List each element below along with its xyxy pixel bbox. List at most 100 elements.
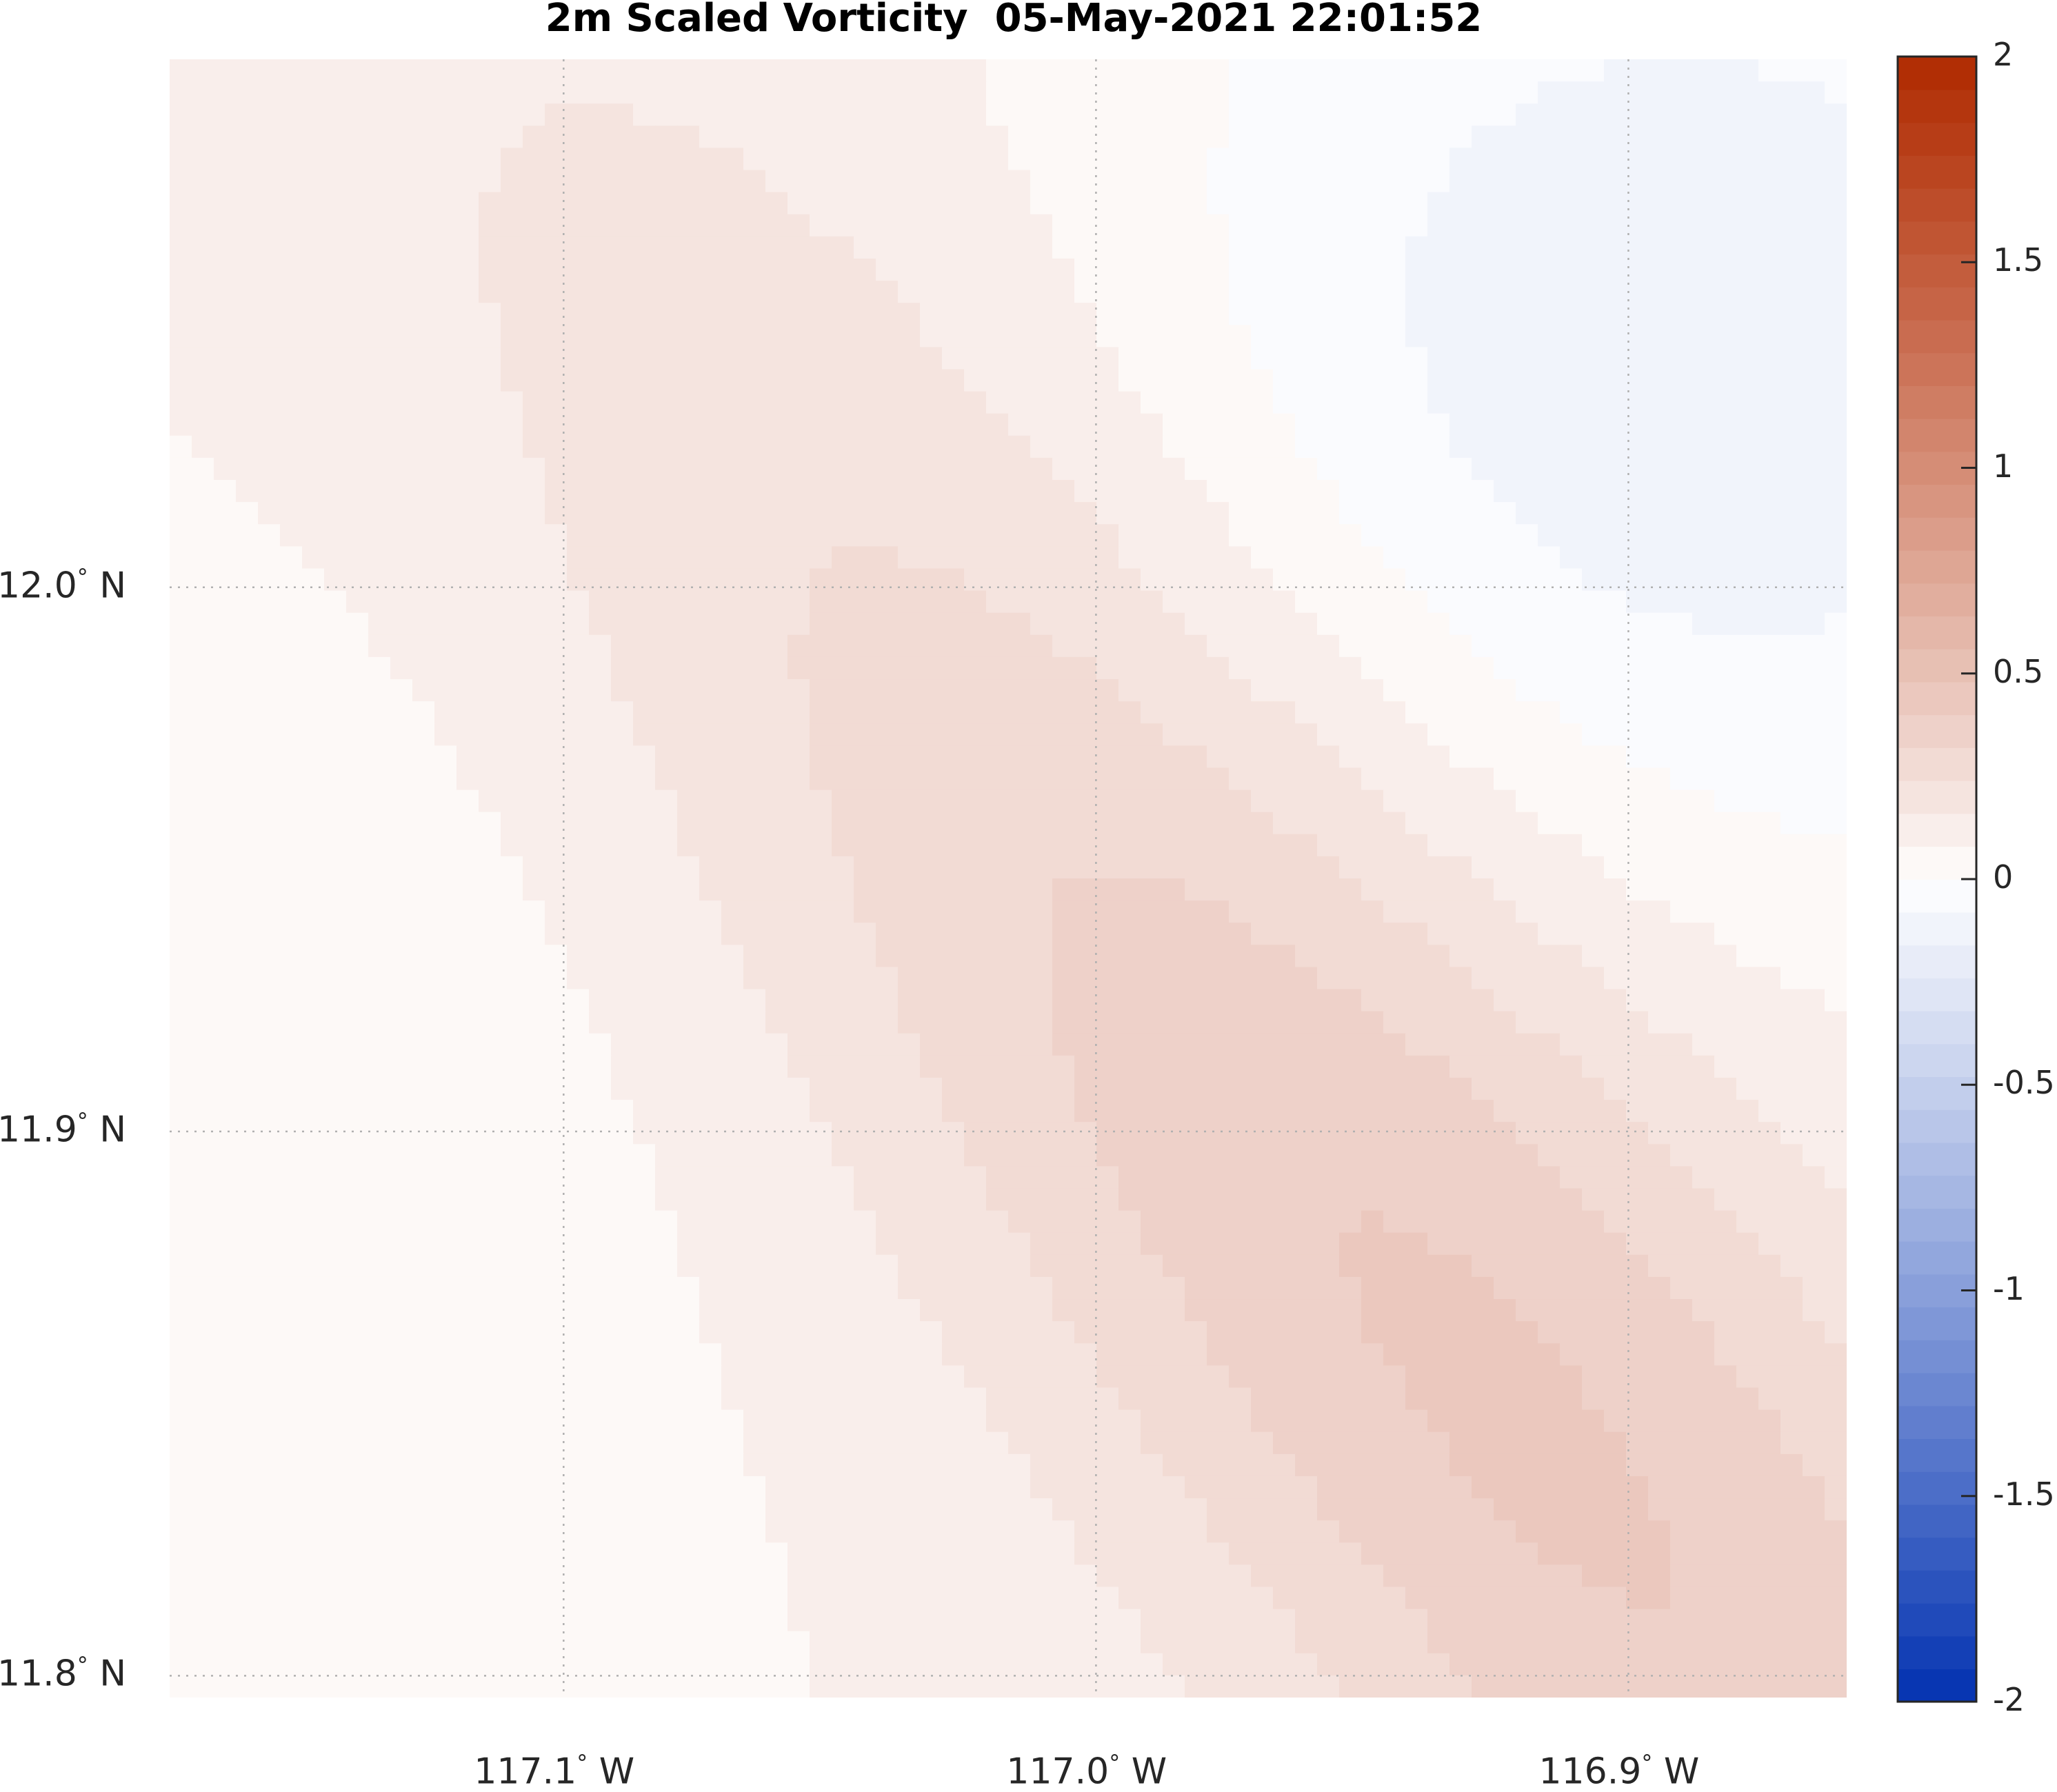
field-cell: [1052, 457, 1075, 481]
field-cell: [1163, 1431, 1185, 1455]
field-cell: [1361, 546, 1384, 570]
field-cell: [920, 170, 943, 193]
field-cell: [1074, 1254, 1097, 1278]
field-cell: [633, 856, 656, 879]
field-cell: [1074, 281, 1097, 303]
field-cell: [589, 1365, 612, 1389]
field-cell: [1736, 856, 1759, 879]
field-cell: [1339, 1431, 1362, 1455]
field-cell: [192, 457, 214, 481]
field-cell: [1736, 1144, 1759, 1167]
field-cell: [1427, 967, 1450, 990]
field-cell: [677, 258, 700, 281]
field-cell: [743, 457, 766, 481]
field-cell: [1185, 1453, 1207, 1477]
field-cell: [1604, 1077, 1627, 1100]
field-cell: [1427, 148, 1450, 171]
field-cell: [1185, 1321, 1207, 1345]
field-cell: [258, 413, 281, 436]
field-cell: [545, 1055, 568, 1078]
field-cell: [942, 967, 965, 990]
field-cell: [1185, 1254, 1207, 1278]
field-cell: [1780, 192, 1803, 215]
field-cell: [1758, 413, 1781, 436]
field-cell: [1560, 856, 1583, 879]
field-cell: [368, 745, 391, 769]
field-cell: [1383, 1365, 1406, 1389]
field-cell: [699, 303, 722, 326]
field-cell: [1780, 745, 1803, 769]
field-cell: [832, 923, 854, 946]
field-cell: [1096, 1055, 1119, 1078]
field-cell: [1472, 634, 1494, 658]
field-cell: [854, 1011, 876, 1034]
field-cell: [192, 369, 214, 392]
field-cell: [456, 989, 479, 1012]
field-cell: [456, 325, 479, 348]
field-cell: [1383, 834, 1406, 857]
field-cell: [1317, 1166, 1340, 1189]
field-cell: [456, 745, 479, 769]
field-cell: [1185, 745, 1207, 769]
field-cell: [832, 634, 854, 658]
field-cell: [920, 679, 943, 702]
field-cell: [302, 413, 325, 436]
field-cell: [1118, 723, 1141, 747]
field-cell: [1295, 1299, 1318, 1322]
field-cell: [324, 148, 347, 171]
field-cell: [501, 1387, 523, 1411]
field-cell: [1141, 900, 1163, 924]
field-cell: [368, 568, 391, 592]
field-cell: [192, 125, 214, 149]
field-cell: [456, 812, 479, 835]
field-cell: [1207, 1232, 1230, 1256]
field-cell: [346, 568, 369, 592]
field-cell: [1141, 745, 1163, 769]
field-cell: [1538, 634, 1561, 658]
field-cell: [1295, 701, 1318, 725]
field-cell: [170, 878, 192, 901]
field-cell: [1251, 1122, 1274, 1145]
field-cell: [280, 923, 303, 946]
field-cell: [1229, 457, 1252, 481]
field-cell: [523, 1144, 545, 1167]
field-cell: [1118, 1276, 1141, 1300]
field-cell: [1008, 1276, 1031, 1300]
field-cell: [1383, 413, 1406, 436]
field-cell: [1714, 679, 1737, 702]
field-cell: [1118, 1498, 1141, 1521]
field-cell: [324, 767, 347, 791]
field-cell: [1074, 656, 1097, 680]
field-cell: [1427, 1453, 1450, 1477]
field-cell: [567, 1476, 590, 1499]
field-cell: [655, 391, 678, 414]
field-cell: [324, 1033, 347, 1056]
field-cell: [986, 856, 1009, 879]
field-cell: [854, 612, 876, 636]
field-cell: [1185, 789, 1207, 813]
field-cell: [1736, 502, 1759, 525]
field-cell: [1560, 590, 1583, 614]
field-cell: [1736, 148, 1759, 171]
field-cell: [810, 989, 832, 1012]
field-cell: [236, 701, 259, 725]
field-cell: [1383, 1144, 1406, 1167]
field-cell: [1472, 1210, 1494, 1234]
field-cell: [1383, 148, 1406, 171]
field-cell: [1758, 1431, 1781, 1455]
field-cell: [743, 325, 766, 348]
field-cell: [1317, 701, 1340, 725]
field-cell: [1472, 192, 1494, 215]
field-cell: [942, 634, 965, 658]
field-cell: [1052, 1232, 1075, 1256]
field-cell: [898, 236, 921, 259]
field-cell: [434, 745, 457, 769]
field-cell: [390, 1409, 413, 1433]
field-cell: [920, 612, 943, 636]
field-cell: [1405, 1011, 1428, 1034]
field-cell: [1405, 1343, 1428, 1367]
field-cell: [699, 1055, 722, 1078]
field-cell: [170, 148, 192, 171]
field-cell: [1780, 967, 1803, 990]
field-cell: [1361, 325, 1384, 348]
